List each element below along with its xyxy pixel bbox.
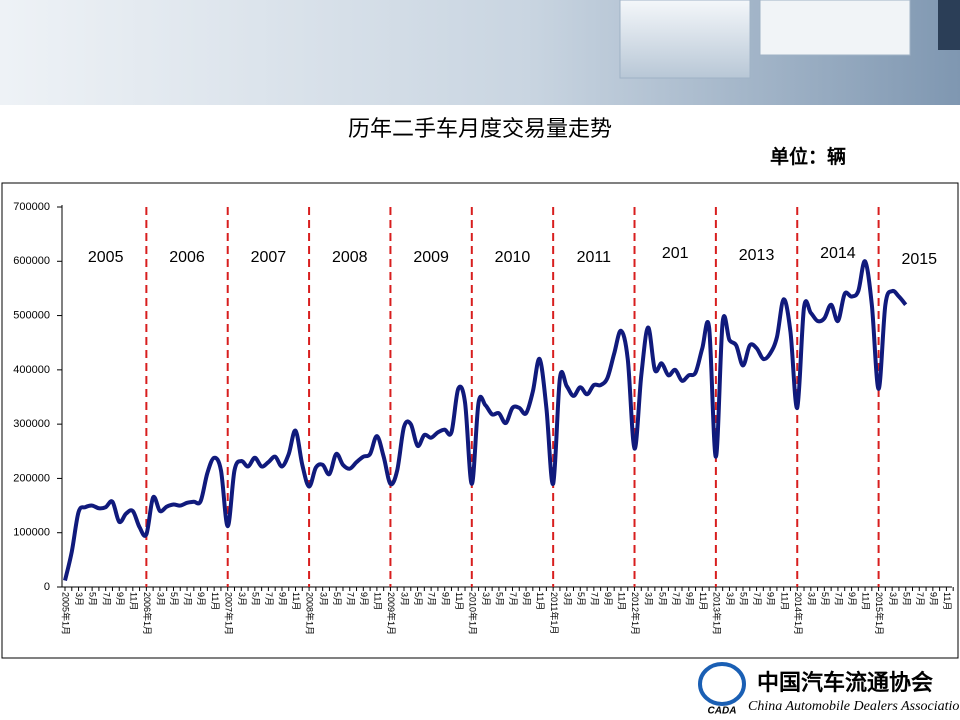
x-tick-label: 11月	[942, 592, 952, 610]
x-tick-label: 11月	[698, 592, 708, 610]
x-tick-label: 3月	[237, 592, 247, 606]
x-tick-label: 3月	[725, 592, 735, 606]
x-tick-label: 9月	[603, 592, 613, 606]
x-tick-label: 9月	[115, 592, 125, 606]
year-label: 2009	[413, 249, 449, 266]
y-tick-label: 200000	[13, 472, 50, 484]
year-label: 2011	[577, 249, 612, 266]
x-tick-label: 5月	[576, 592, 586, 606]
year-label: 2006	[169, 249, 205, 266]
x-tick-label: 3月	[806, 592, 816, 606]
x-tick-label: 7月	[183, 592, 193, 606]
x-tick-label: 9月	[522, 592, 532, 606]
x-tick-label: 9月	[684, 592, 694, 606]
x-tick-label: 11月	[617, 592, 627, 610]
x-tick-label: 7月	[101, 592, 111, 606]
x-tick-label: 7月	[834, 592, 844, 606]
x-tick-label: 5月	[250, 592, 260, 606]
x-tick-label: 2010年1月	[467, 592, 478, 635]
year-label: 2015	[901, 251, 937, 268]
year-label: 2008	[332, 249, 368, 266]
x-tick-label: 7月	[508, 592, 518, 606]
x-tick-label: 3月	[644, 592, 654, 606]
x-tick-label: 9月	[278, 592, 288, 606]
x-tick-label: 11月	[779, 592, 789, 610]
chart-frame	[1, 182, 959, 659]
header-cubes	[619, 0, 960, 79]
x-tick-label: 5月	[739, 592, 749, 606]
y-tick-label: 500000	[13, 309, 50, 321]
x-tick-label: 11月	[535, 592, 545, 610]
year-label: 201	[662, 245, 689, 262]
x-tick-label: 9月	[766, 592, 776, 606]
x-tick-label: 2007年1月	[223, 592, 234, 635]
x-tick-label: 5月	[169, 592, 179, 606]
x-tick-label: 11月	[291, 592, 301, 610]
x-tick-label: 3月	[318, 592, 328, 606]
x-tick-label: 11月	[210, 592, 220, 610]
x-tick-label: 2011年1月	[549, 592, 560, 634]
y-tick-label: 400000	[13, 364, 50, 376]
x-tick-label: 7月	[427, 592, 437, 606]
y-tick-label: 600000	[13, 255, 50, 267]
x-tick-label: 3月	[562, 592, 572, 606]
x-tick-label: 3月	[74, 592, 84, 606]
x-tick-label: 7月	[671, 592, 681, 606]
x-tick-label: 7月	[752, 592, 762, 606]
x-tick-label: 5月	[332, 592, 342, 606]
x-tick-label: 2009年1月	[386, 592, 397, 635]
logo: CADA 中国汽车流通协会 China Automobile Dealers A…	[698, 662, 960, 717]
chart-title: 历年二手车月度交易量走势	[348, 116, 612, 141]
unit-label: 单位：辆	[770, 145, 846, 168]
year-label: 2010	[495, 249, 531, 266]
x-tick-label: 7月	[264, 592, 274, 606]
year-label: 2013	[739, 247, 775, 264]
x-tick-label: 9月	[440, 592, 450, 606]
x-tick-label: 5月	[901, 592, 911, 606]
year-label: 2005	[88, 249, 124, 266]
x-tick-label: 9月	[359, 592, 369, 606]
x-tick-label: 11月	[128, 592, 138, 610]
x-tick-label: 2012年1月	[630, 592, 641, 635]
x-tick-label: 11月	[373, 592, 383, 610]
x-tick-label: 7月	[345, 592, 355, 606]
x-tick-label: 5月	[495, 592, 505, 606]
x-tick-label: 9月	[196, 592, 206, 606]
x-tick-label: 2005年1月	[61, 592, 72, 635]
y-tick-label: 0	[44, 581, 50, 593]
x-tick-label: 3月	[888, 592, 898, 606]
y-tick-label: 100000	[13, 527, 50, 539]
x-tick-label: 3月	[481, 592, 491, 606]
x-tick-label: 3月	[400, 592, 410, 606]
x-tick-label: 2015年1月	[874, 592, 885, 635]
x-tick-label: 5月	[657, 592, 667, 606]
x-tick-label: 2014年1月	[793, 592, 804, 635]
x-tick-label: 5月	[88, 592, 98, 606]
x-tick-label: 9月	[847, 592, 857, 606]
x-tick-label: 2006年1月	[142, 592, 153, 635]
x-tick-label: 11月	[861, 592, 871, 610]
x-tick-label: 2008年1月	[305, 592, 316, 635]
series-line	[63, 259, 908, 581]
x-tick-label: 3月	[156, 592, 166, 606]
logo-mark: CADA	[708, 706, 737, 717]
logo-name-cn: 中国汽车流通协会	[757, 670, 933, 696]
logo-name-en: China Automobile Dealers Association	[748, 699, 960, 714]
x-tick-label: 5月	[413, 592, 423, 606]
year-label: 2007	[251, 249, 287, 266]
x-tick-label: 7月	[915, 592, 925, 606]
y-tick-label: 300000	[13, 418, 50, 430]
x-tick-label: 2013年1月	[712, 592, 723, 635]
x-tick-label: 11月	[454, 592, 464, 610]
y-tick-label: 700000	[13, 201, 50, 213]
x-tick-label: 9月	[928, 592, 938, 606]
logo-icon	[698, 662, 746, 706]
year-label: 2014	[820, 245, 856, 262]
x-tick-label: 7月	[589, 592, 599, 606]
x-tick-label: 5月	[820, 592, 830, 606]
